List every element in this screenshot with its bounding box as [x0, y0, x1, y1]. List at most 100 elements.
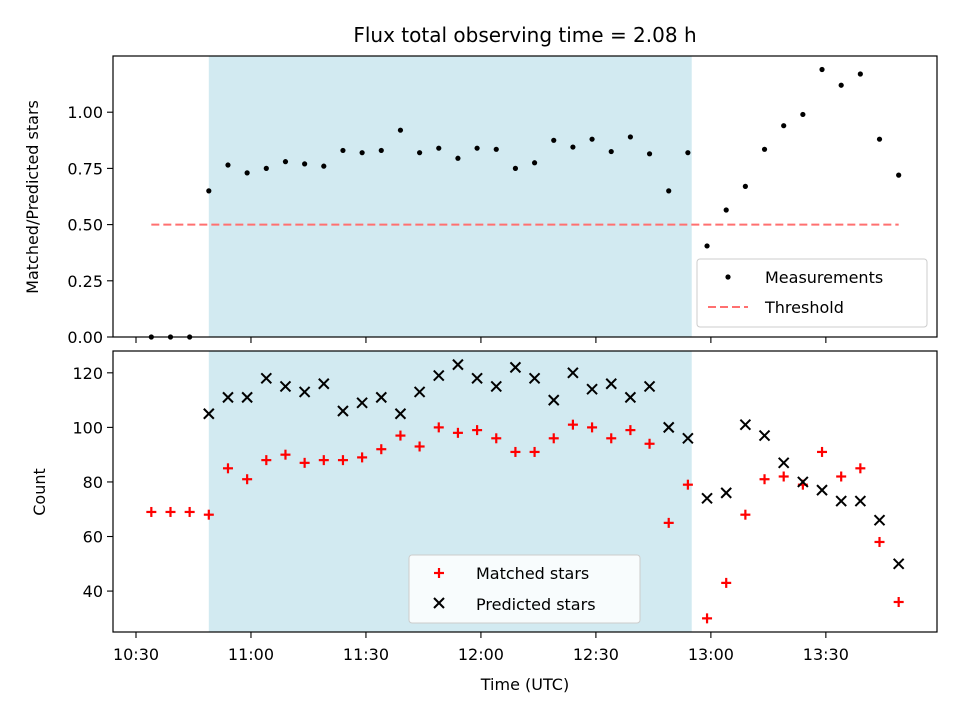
matched-stars-point [529, 446, 540, 457]
predicted-stars-point [337, 405, 349, 417]
matched-stars-point [587, 422, 598, 433]
matched-stars-point [414, 441, 425, 452]
chart-title: Flux total observing time = 2.08 h [353, 23, 696, 47]
legend-threshold-label: Threshold [764, 298, 844, 317]
x-tick-label: 11:30 [343, 645, 389, 664]
measurement-point [666, 188, 672, 194]
predicted-stars-point [643, 380, 656, 393]
matched-stars-point [261, 455, 272, 466]
measurement-point [302, 161, 308, 167]
predicted-stars-point [490, 380, 502, 393]
predicted-stars-point [260, 372, 273, 384]
matched-stars-point [203, 509, 214, 520]
matched-stars-point [184, 506, 195, 517]
measurement-point [359, 150, 365, 156]
matched-stars-point [357, 452, 368, 463]
predicted-stars-point [873, 514, 886, 526]
measurement-point [474, 145, 480, 151]
measurement-point [455, 155, 461, 161]
matched-stars-point [452, 427, 463, 438]
top-plot-frame [112, 55, 938, 338]
predicted-stars-point [394, 408, 407, 420]
measurement-point [493, 146, 499, 152]
y-tick-label: 120 [72, 364, 103, 383]
predicted-stars-point [739, 418, 752, 431]
predicted-stars-point [452, 358, 464, 371]
y-tick-label: 40 [83, 582, 103, 601]
measurement-point [876, 136, 883, 142]
top-panel: 0.00 0.25 0.50 0.75 1.00 Matched/Predicted s… [23, 55, 938, 347]
matched-stars-point [702, 613, 713, 624]
measurement-point [608, 148, 614, 155]
predicted-stars-point [548, 394, 560, 406]
x-axis-label: Time (UTC) [480, 675, 569, 694]
predicted-stars-point [203, 408, 215, 420]
observing-window-shade [208, 56, 692, 337]
bottom-plot-frame [112, 350, 938, 633]
predicted-stars-point [509, 361, 522, 374]
bottom-y-axis-label: Count [30, 468, 49, 516]
y-tick-label: 100 [72, 418, 103, 437]
predicted-stars-point [663, 421, 675, 434]
legend-predicted-label: Predicted stars [476, 595, 596, 614]
bottom-legend: Matched stars Predicted stars [408, 554, 641, 624]
x-tick-label: 11:00 [228, 645, 274, 664]
y-tick-label: 0.75 [67, 159, 103, 178]
predicted-stars-point [586, 383, 598, 395]
measurement-point [857, 71, 863, 77]
y-tick-label: 0.00 [67, 328, 103, 347]
matched-stars-point [893, 596, 904, 607]
bottom-panel: 40 60 80 100 120 10:30 11:00 11:30 12:00 12:30 13… [30, 350, 938, 694]
top-legend-box [696, 258, 928, 328]
matched-stars-point [146, 506, 157, 517]
predicted-stars-point [835, 495, 847, 507]
matched-stars-point [663, 517, 674, 528]
measurement-point [397, 127, 404, 133]
legend-matched-marker [434, 568, 444, 578]
measurement-point [570, 144, 576, 150]
matched-stars-point [337, 455, 348, 466]
matched-stars-point [644, 438, 655, 449]
legend-measurement-marker [725, 274, 731, 280]
y-tick-label: 80 [83, 473, 103, 492]
top-legend: Measurements Threshold [696, 258, 928, 328]
measurement-point [800, 111, 806, 118]
measurement-point [838, 82, 844, 88]
matched-stars-point [836, 471, 847, 482]
predicted-stars-point [567, 367, 579, 379]
measurement-point [627, 134, 633, 140]
matched-stars-point [318, 455, 329, 466]
top-y-axis-label: Matched/Predicted stars [23, 100, 42, 294]
matched-stars-point [510, 446, 521, 457]
predicted-stars-point [356, 397, 368, 409]
measurement-point [321, 163, 327, 169]
matched-stars-point [625, 425, 636, 436]
predicted-stars-point [471, 372, 483, 384]
predicted-stars-point [605, 378, 617, 390]
measurement-point [436, 145, 442, 151]
measurement-point [340, 147, 346, 154]
predicted-stars-point [318, 378, 330, 390]
y-tick-label: 0.50 [67, 216, 103, 235]
measurement-point [244, 170, 250, 176]
y-tick-label: 60 [83, 528, 103, 547]
matched-stars-point [606, 433, 617, 444]
y-tick-label: 0.25 [67, 272, 103, 291]
matched-stars-point [721, 577, 732, 588]
matched-stars-point [395, 430, 406, 441]
predicted-stars-point [797, 476, 809, 488]
measurement-point [761, 146, 768, 152]
legend-measurements-label: Measurements [765, 268, 883, 287]
matched-stars-point [759, 474, 770, 485]
matched-stars-point [548, 433, 559, 444]
x-tick-label: 12:00 [458, 645, 504, 664]
predicted-stars-point [298, 386, 311, 398]
measurement-point [896, 172, 902, 178]
predicted-stars-point [892, 558, 905, 570]
predicted-stars-point [720, 487, 732, 499]
x-tick-label: 13:00 [688, 645, 734, 664]
matched-stars-point [778, 471, 789, 482]
measurement-point [704, 243, 710, 249]
matched-stars-point [433, 422, 444, 433]
